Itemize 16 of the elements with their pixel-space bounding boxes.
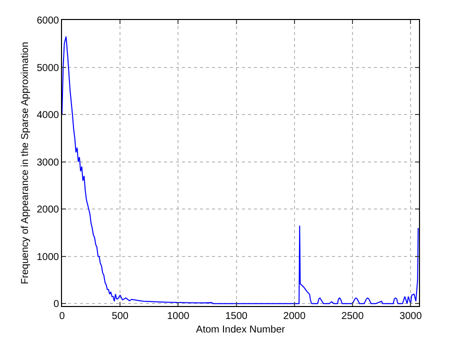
- line-series: [62, 36, 419, 304]
- x-tick-label: 3000: [400, 311, 422, 322]
- x-axis-title: Atom Index Number: [196, 324, 286, 336]
- y-tick-label: 3000: [36, 157, 60, 168]
- y-tick-label: 2000: [36, 204, 60, 216]
- y-tick-label: 1000: [36, 252, 60, 263]
- y-tick-label: 4000: [36, 110, 60, 122]
- x-tick-label: 500: [112, 311, 129, 322]
- y-tick-label: 5000: [36, 62, 60, 74]
- x-tick-label: 1500: [225, 311, 248, 322]
- x-tick-label: 2500: [341, 311, 364, 322]
- x-tick-label: 1000: [167, 311, 190, 322]
- x-tick-label: 2000: [283, 311, 306, 322]
- y-tick-label: 6000: [36, 16, 60, 26]
- y-tick-label: 0: [53, 299, 60, 310]
- y-axis-title: Frequency of Appearance in the Sparse Approximation: [20, 42, 31, 284]
